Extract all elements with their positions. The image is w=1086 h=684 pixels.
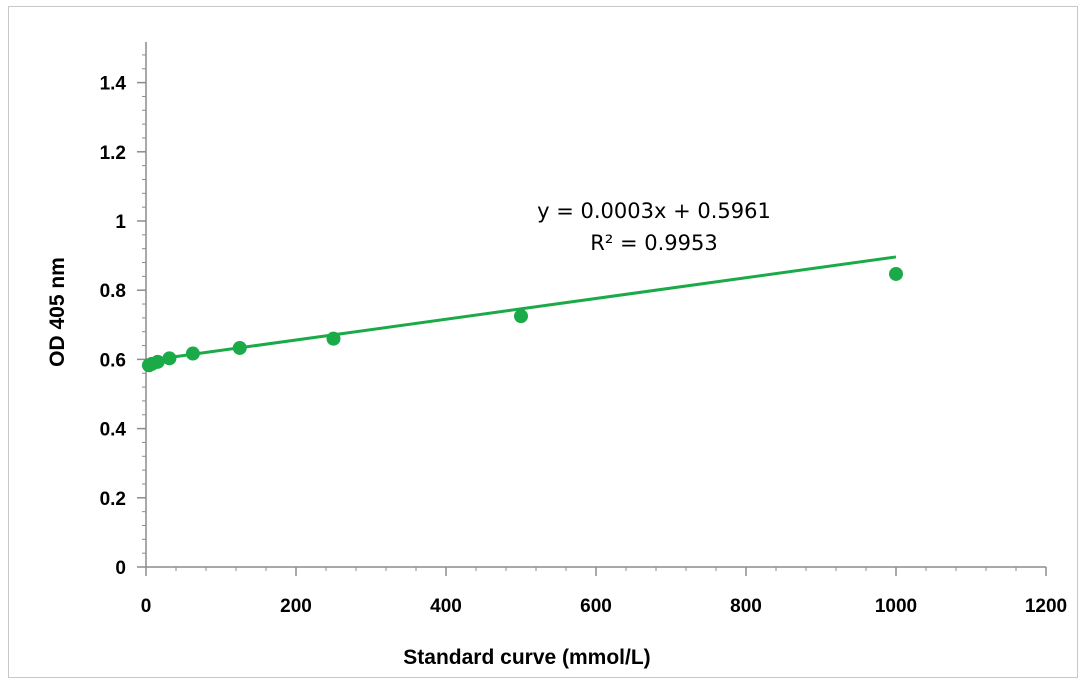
linear-trendline <box>145 255 897 363</box>
minor-ticks <box>142 54 1047 571</box>
x-tick-label: 1200 <box>1025 596 1067 617</box>
data-point <box>514 309 528 324</box>
y-tick-label: 0.6 <box>100 350 126 371</box>
tick-labels: 0 0.2 0.4 0.6 0.8 1 1.2 1.4 0 200 400 600 800 1000 120… <box>100 74 1068 617</box>
x-tick-label: 1000 <box>875 596 917 617</box>
x-tick-label: 400 <box>430 596 462 617</box>
x-tick-label: 0 <box>141 596 152 617</box>
data-point <box>162 351 177 366</box>
data-points <box>141 266 903 373</box>
data-point <box>326 331 341 346</box>
y-tick-label: 1 <box>115 212 126 233</box>
equation-label: y = 0.0003x + 0.5961 <box>537 199 771 223</box>
y-tick-label: 1.2 <box>100 143 126 164</box>
data-point <box>185 346 200 361</box>
data-point <box>889 266 903 281</box>
y-tick-label: 0.8 <box>100 281 126 302</box>
y-tick-label: 0 <box>115 558 126 579</box>
y-tick-label: 0.4 <box>100 420 127 441</box>
y-tick-label: 1.4 <box>100 74 127 95</box>
axes <box>137 42 1047 576</box>
x-tick-label: 200 <box>280 596 312 617</box>
y-tick-label: 0.2 <box>100 489 126 510</box>
chart-frame <box>8 6 1078 678</box>
r-squared-label: R² = 0.9953 <box>590 231 717 255</box>
data-point <box>232 340 247 355</box>
x-tick-label: 600 <box>580 596 612 617</box>
data-point <box>150 354 165 369</box>
y-axis-title: OD 405 nm <box>46 257 69 367</box>
x-axis-title: Standard curve (mmol/L) <box>403 646 650 669</box>
x-tick-label: 800 <box>730 596 762 617</box>
